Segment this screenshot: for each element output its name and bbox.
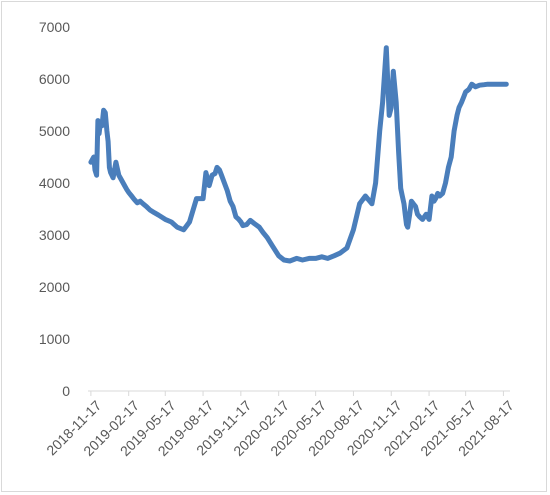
y-tick-label: 7000 [39,19,70,35]
y-tick-label: 2000 [39,279,70,295]
y-tick-label: 0 [62,383,70,399]
y-axis-ticks: 0 1000 2000 3000 4000 5000 6000 7000 [39,19,70,399]
x-axis-ticks: 2018-11-172019-02-172019-05-172019-08-17… [43,397,517,459]
x-axis-tick-marks [90,391,504,396]
y-tick-label: 5000 [39,123,70,139]
series-line [88,45,509,264]
y-tick-label: 4000 [39,175,70,191]
y-tick-label: 6000 [39,71,70,87]
y-tick-label: 3000 [39,227,70,243]
y-tick-label: 1000 [39,331,70,347]
